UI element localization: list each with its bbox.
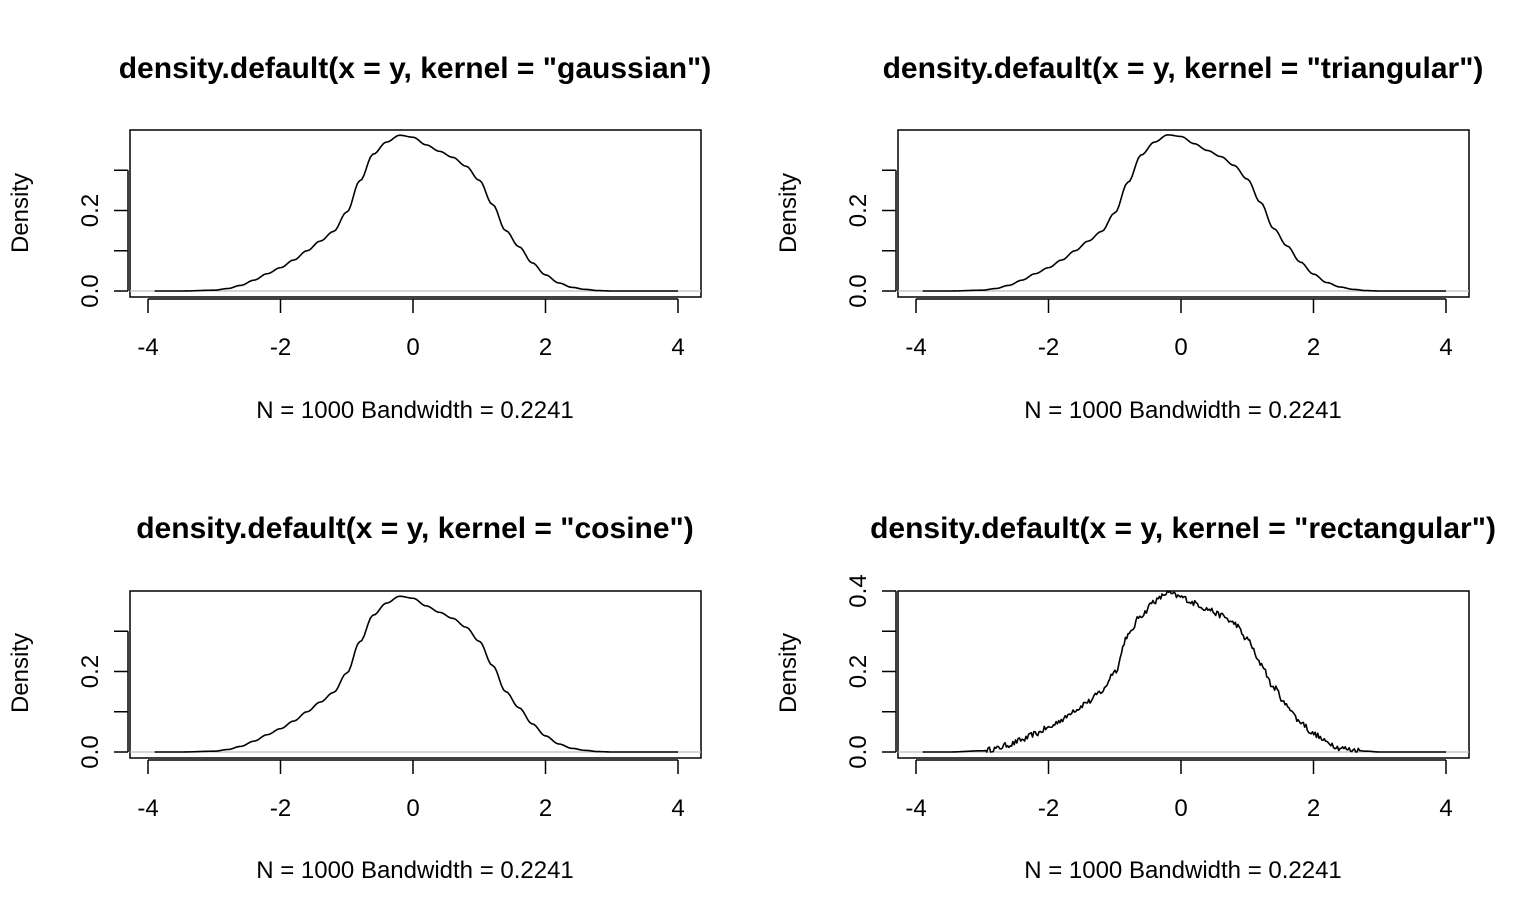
x-tick-label: -2 xyxy=(270,795,291,822)
x-tick-label: 0 xyxy=(406,334,419,361)
density-curve xyxy=(922,590,1446,753)
x-axis-label: N = 1000 Bandwidth = 0.2241 xyxy=(256,397,574,424)
plot-frame xyxy=(897,590,1470,759)
density-curve xyxy=(154,134,678,292)
panel-rectangular: density.default(x = y, kernel = "rectang… xyxy=(775,512,1496,884)
x-tick-label: 0 xyxy=(1174,795,1187,822)
x-axis-label: N = 1000 Bandwidth = 0.2241 xyxy=(1024,397,1342,424)
y-tick-label: 0.2 xyxy=(77,194,104,227)
chart-title: density.default(x = y, kernel = "cosine"… xyxy=(136,512,694,545)
plot-0: -4 -2 0 2 4 0.0 0.2 xyxy=(77,129,702,361)
x-tick-label: 4 xyxy=(1439,334,1452,361)
chart-title: density.default(x = y, kernel = "rectang… xyxy=(870,512,1496,545)
y-tick-label: 0.2 xyxy=(845,194,872,227)
x-tick-label: -4 xyxy=(137,334,158,361)
plot-frame xyxy=(129,590,702,759)
panel-gaussian: density.default(x = y, kernel = "gaussia… xyxy=(7,52,711,424)
y-axis-label: Density xyxy=(775,633,802,713)
plot-1: -4 -2 0 2 4 0.0 0.2 xyxy=(845,129,1470,361)
x-tick-label: 2 xyxy=(1307,334,1320,361)
panel-cosine: density.default(x = y, kernel = "cosine"… xyxy=(7,512,694,884)
plot-2: -4 -2 0 2 4 0.0 0.2 xyxy=(77,590,702,822)
x-tick-label: -2 xyxy=(1038,334,1059,361)
plot-frame xyxy=(897,129,1470,298)
y-tick-label: 0.2 xyxy=(77,655,104,688)
x-tick-label: 0 xyxy=(406,795,419,822)
density-curve xyxy=(922,134,1446,292)
plot-3: -4 -2 0 2 4 0.0 0.2 0.4 xyxy=(845,574,1470,822)
x-axis-label: N = 1000 Bandwidth = 0.2241 xyxy=(1024,857,1342,884)
y-tick-label: 0.4 xyxy=(845,574,872,607)
x-tick-label: 0 xyxy=(1174,334,1187,361)
y-axis-label: Density xyxy=(7,633,34,713)
x-tick-label: 4 xyxy=(671,795,684,822)
chart-title: density.default(x = y, kernel = "gaussia… xyxy=(119,52,712,85)
plot-frame xyxy=(129,129,702,298)
x-tick-label: -4 xyxy=(137,795,158,822)
chart-marks: -4 -2 0 2 40.00.2-4 -2 0 2 40.00.2-4 -2 0 2 40.00.2-… xyxy=(77,129,1470,822)
x-tick-label: 2 xyxy=(1307,795,1320,822)
x-tick-label: -2 xyxy=(270,334,291,361)
x-tick-label: -4 xyxy=(905,334,926,361)
x-tick-label: 4 xyxy=(671,334,684,361)
x-tick-label: 2 xyxy=(539,795,552,822)
y-tick-label: 0.0 xyxy=(77,735,104,768)
density-curve xyxy=(154,595,678,753)
x-tick-label: 2 xyxy=(539,334,552,361)
x-tick-label: -4 xyxy=(905,795,926,822)
y-axis-label: Density xyxy=(775,173,802,253)
y-tick-label: 0.0 xyxy=(845,274,872,307)
y-tick-label: 0.0 xyxy=(77,274,104,307)
chart-title: density.default(x = y, kernel = "triangu… xyxy=(883,52,1484,85)
panel-triangular: density.default(x = y, kernel = "triangu… xyxy=(775,52,1483,424)
x-tick-label: -2 xyxy=(1038,795,1059,822)
x-axis-label: N = 1000 Bandwidth = 0.2241 xyxy=(256,857,574,884)
y-tick-label: 0.2 xyxy=(845,655,872,688)
y-tick-label: 0.0 xyxy=(845,735,872,768)
y-axis-label: Density xyxy=(7,173,34,253)
x-tick-label: 4 xyxy=(1439,795,1452,822)
